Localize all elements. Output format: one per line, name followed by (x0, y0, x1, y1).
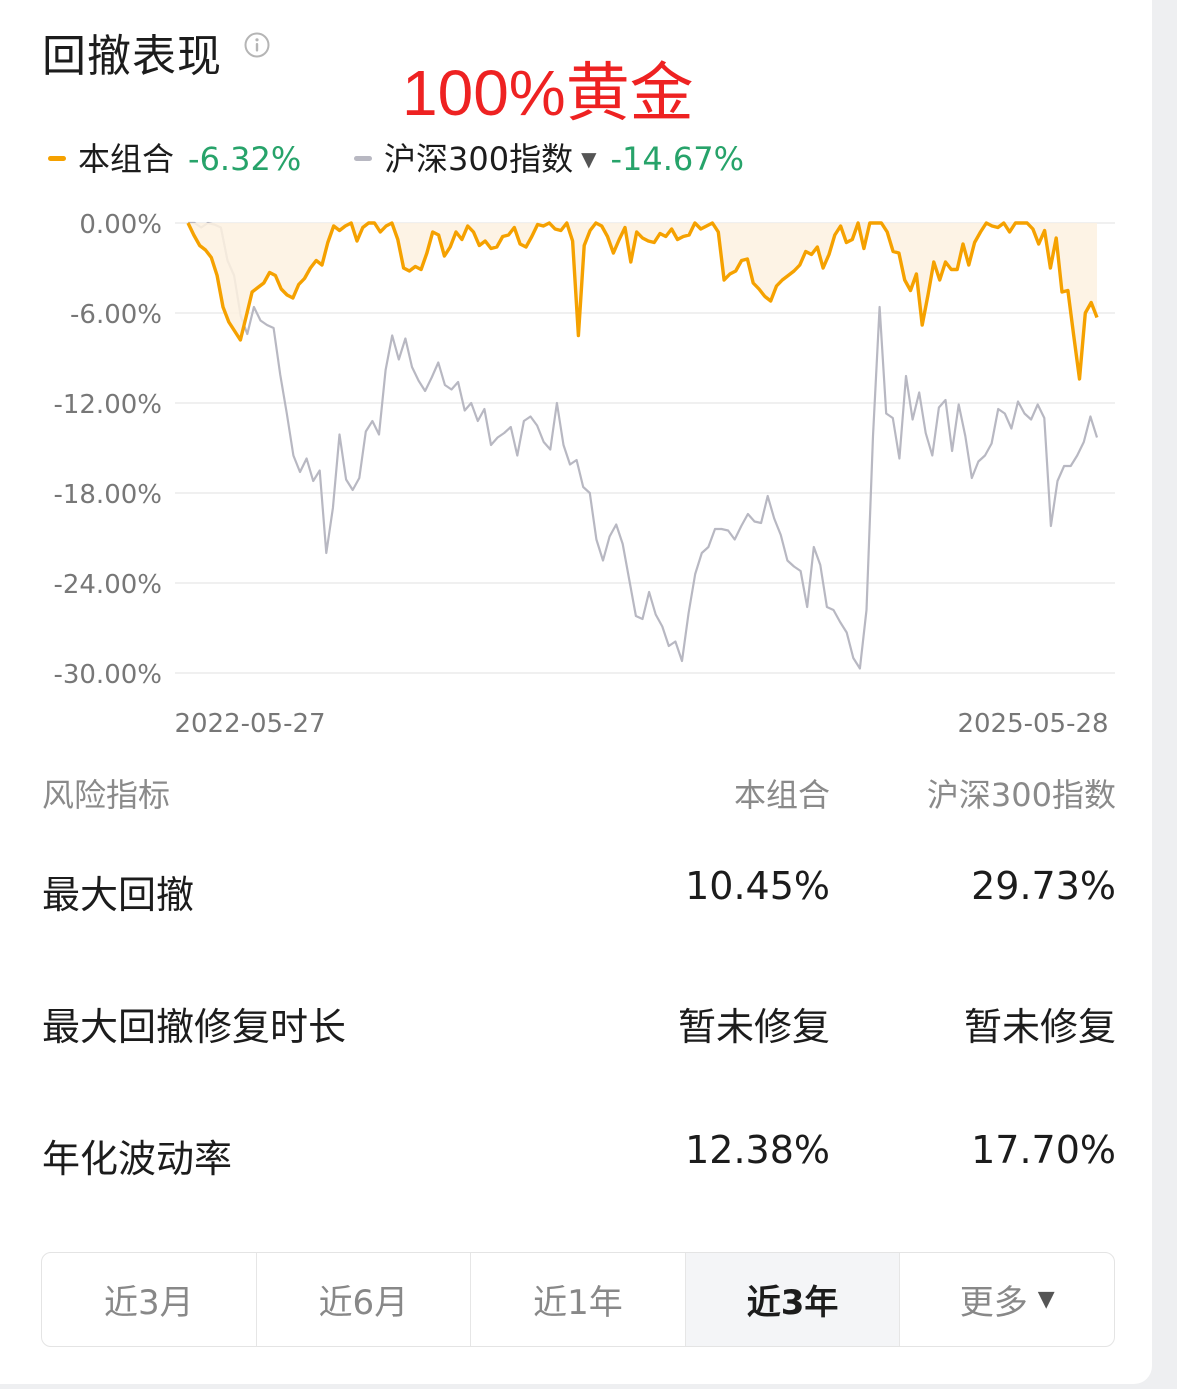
page-title: 回撤表现 (42, 31, 222, 82)
y-tick-label: -30.00% (53, 660, 162, 690)
period-tab-label: 近1年 (533, 1283, 623, 1323)
metric-label: 最大回撤 (42, 873, 195, 917)
y-tick-label: -24.00% (53, 570, 162, 600)
period-tab-label: 近3月 (103, 1283, 194, 1323)
legend-portfolio-label: 本组合 (78, 140, 175, 178)
chevron-down-icon[interactable]: ▼ (581, 147, 597, 171)
drawdown-chart: 0.00% -6.00% -12.00% -18.00% -24.00% -30.00% 2… (53, 210, 1115, 739)
chevron-down-icon: ▼ (1037, 1287, 1055, 1312)
metric-label: 年化波动率 (42, 1137, 233, 1181)
metric-portfolio-value: 10.45% (685, 864, 830, 908)
period-selector: 近3月 近6月 近1年 近3年 更多 ▼ (41, 1252, 1115, 1347)
legend-index-label: 沪深300指数 (384, 140, 574, 178)
x-tick-label: 2022-05-27 (174, 709, 325, 739)
period-tab-6m[interactable]: 近6月 (257, 1253, 472, 1346)
metric-index-value: 17.70% (971, 1128, 1116, 1172)
legend-portfolio-swatch (48, 155, 66, 161)
period-tab-more[interactable]: 更多 ▼ (900, 1253, 1114, 1346)
metrics-row-max-drawdown: 最大回撤 10.45% 29.73% (42, 864, 1116, 924)
metrics-header-portfolio: 本组合 (733, 776, 830, 814)
legend-index-value: -14.67% (610, 140, 745, 178)
period-tab-label: 近6月 (318, 1283, 409, 1323)
legend-portfolio-value: -6.32% (188, 140, 302, 178)
y-tick-label: 0.00% (79, 210, 162, 240)
metrics-row-recovery-time: 最大回撤修复时长 暂未修复 暂未修复 (42, 996, 1116, 1056)
metric-portfolio-value: 12.38% (685, 1128, 830, 1172)
metric-label: 最大回撤修复时长 (42, 1005, 347, 1049)
metric-index-value: 暂未修复 (963, 1005, 1116, 1049)
y-tick-label: -12.00% (53, 390, 162, 420)
series-area-portfolio (188, 223, 1097, 379)
legend-portfolio: 本组合 -6.32% (48, 134, 301, 180)
metrics-header-label: 风险指标 (42, 776, 171, 814)
period-tab-3m[interactable]: 近3月 (42, 1253, 257, 1346)
period-tab-label: 近3年 (746, 1283, 839, 1323)
legend-index[interactable]: 沪深300指数 ▼ -14.67% (354, 134, 744, 180)
metric-portfolio-value: 暂未修复 (677, 1005, 830, 1049)
metric-index-value: 29.73% (971, 864, 1116, 908)
series-line-index (188, 221, 1099, 670)
legend-index-swatch (354, 155, 372, 161)
metrics-header-row: 风险指标 本组合 沪深300指数 (42, 770, 1116, 830)
y-tick-label: -18.00% (53, 480, 162, 510)
overlay-annotation: 100%黄金 (402, 57, 694, 129)
series-line-portfolio (186, 221, 1099, 381)
period-tab-1y[interactable]: 近1年 (471, 1253, 686, 1346)
period-tab-3y[interactable]: 近3年 (685, 1253, 901, 1346)
period-tab-label: 更多 (959, 1283, 1028, 1323)
drawdown-card: 回撤表现 100%黄金 本组合 -6.32% 沪深300指数 ▼ -14.67% 0.… (0, 0, 1152, 1384)
x-tick-label: 2025-05-28 (957, 709, 1108, 739)
info-icon[interactable] (244, 32, 270, 58)
metrics-row-volatility: 年化波动率 12.38% 17.70% (42, 1128, 1116, 1188)
y-tick-label: -6.00% (70, 300, 162, 330)
metrics-header-index: 沪深300指数 (926, 776, 1116, 814)
